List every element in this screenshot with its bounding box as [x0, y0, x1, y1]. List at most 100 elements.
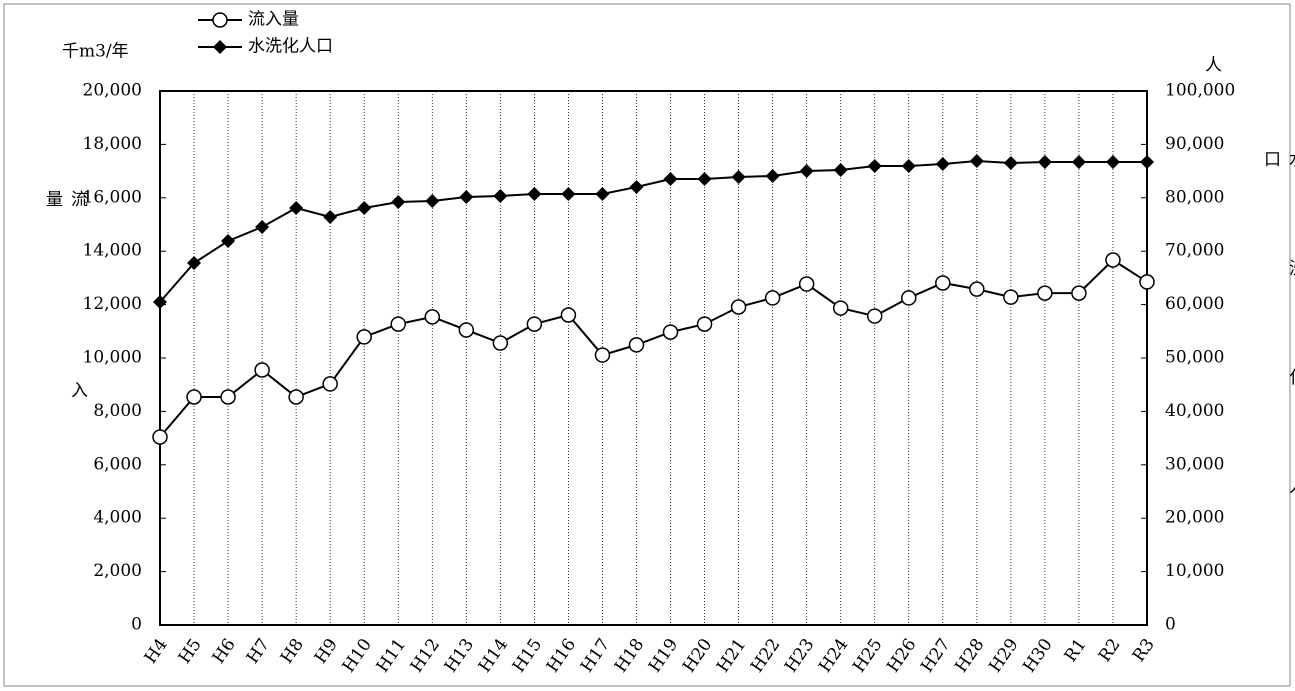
marker — [629, 180, 644, 195]
marker — [527, 187, 542, 202]
marker — [799, 163, 814, 178]
y2-tick-label: 50,000 — [1165, 348, 1224, 368]
marker — [866, 308, 883, 324]
y2-tick-label: 100,000 — [1165, 81, 1235, 101]
marker — [765, 169, 780, 184]
marker — [458, 322, 475, 338]
marker — [425, 194, 440, 209]
marker — [254, 362, 270, 378]
marker — [153, 294, 167, 309]
x-tick-label: R2 — [1095, 635, 1125, 666]
y-tick-label: 4,000 — [93, 508, 142, 528]
x-tick-label: H29 — [985, 635, 1022, 676]
marker — [493, 188, 508, 203]
x-tick-label: H13 — [441, 635, 478, 676]
y-tick-label: 2,000 — [93, 561, 142, 581]
y-tick-label: 20,000 — [83, 81, 142, 101]
marker — [1139, 274, 1155, 290]
marker — [1037, 285, 1053, 301]
marker — [391, 195, 406, 210]
x-tick-label: R1 — [1061, 635, 1091, 666]
x-tick-label: H26 — [883, 635, 920, 676]
marker — [764, 290, 781, 306]
marker — [220, 389, 236, 405]
y-tick-label: 16,000 — [83, 187, 142, 207]
x-tick-label: H10 — [339, 635, 376, 676]
y2-tick-label: 70,000 — [1165, 241, 1224, 261]
x-tick-label: H16 — [543, 635, 580, 676]
marker — [561, 187, 576, 202]
y2-tick-label: 80,000 — [1165, 187, 1224, 207]
x-tick-label: H25 — [849, 635, 886, 676]
marker — [901, 158, 916, 173]
plot-area — [159, 90, 1148, 626]
marker — [798, 276, 815, 292]
marker — [357, 200, 372, 215]
marker — [221, 234, 236, 249]
x-tick-label: H15 — [509, 635, 546, 676]
marker — [186, 389, 202, 405]
x-tick-label: H27 — [917, 635, 954, 676]
marker — [832, 300, 849, 316]
series-line — [159, 160, 1147, 303]
marker — [1071, 155, 1086, 170]
x-tick-label: H30 — [1019, 635, 1056, 676]
x-tick-label: H12 — [407, 635, 444, 676]
marker — [662, 324, 679, 340]
x-tick-label: H28 — [951, 635, 988, 676]
y-unit-label: 千m3/年 — [62, 42, 129, 62]
marker — [289, 200, 304, 215]
x-tick-label: H19 — [645, 635, 682, 676]
y-tick-label: 14,000 — [83, 241, 142, 261]
marker — [560, 307, 577, 323]
marker — [969, 154, 984, 169]
legend-label: 水洗化人口 — [248, 37, 333, 57]
marker — [935, 156, 950, 171]
marker — [255, 220, 270, 235]
legend-label: 流入量 — [248, 10, 299, 30]
marker — [390, 316, 406, 332]
x-tick-label: H24 — [815, 635, 852, 676]
x-tick-label: H6 — [209, 635, 240, 667]
y2-tick-label: 90,000 — [1165, 134, 1224, 154]
x-tick-label: H14 — [475, 635, 512, 676]
y2-axis-label: 水洗化人口 — [1260, 150, 1295, 586]
y2-unit-label: 人 — [1205, 56, 1222, 76]
marker — [212, 12, 228, 28]
x-tick-label: H5 — [175, 635, 206, 667]
x-tick-label: H17 — [577, 635, 614, 676]
marker — [663, 172, 678, 187]
marker — [152, 429, 168, 445]
marker — [492, 335, 509, 351]
y-tick-label: 18,000 — [83, 134, 142, 154]
marker — [1003, 155, 1018, 170]
y2-tick-label: 40,000 — [1165, 401, 1224, 421]
marker — [594, 347, 611, 363]
marker — [213, 40, 227, 54]
y2-tick-label: 30,000 — [1165, 454, 1224, 474]
marker — [323, 210, 338, 225]
marker — [595, 187, 610, 202]
marker — [1140, 155, 1154, 170]
marker — [833, 162, 848, 177]
marker — [1037, 155, 1052, 170]
marker — [1105, 252, 1121, 268]
marker — [424, 309, 441, 325]
marker — [322, 376, 338, 392]
marker — [969, 281, 985, 297]
x-tick-label: H4 — [141, 635, 172, 667]
series-line — [159, 258, 1148, 438]
frame — [3, 3, 1291, 687]
marker — [730, 299, 747, 315]
y-tick-label: 10,000 — [83, 348, 142, 368]
x-tick-label: H18 — [611, 635, 648, 676]
y-axis-label: 流入量 — [42, 190, 87, 572]
marker — [526, 316, 543, 332]
x-tick-label: H7 — [243, 635, 274, 667]
marker — [628, 337, 645, 353]
y-tick-label: 6,000 — [93, 454, 142, 474]
marker — [356, 329, 372, 345]
x-tick-label: H21 — [713, 635, 750, 676]
